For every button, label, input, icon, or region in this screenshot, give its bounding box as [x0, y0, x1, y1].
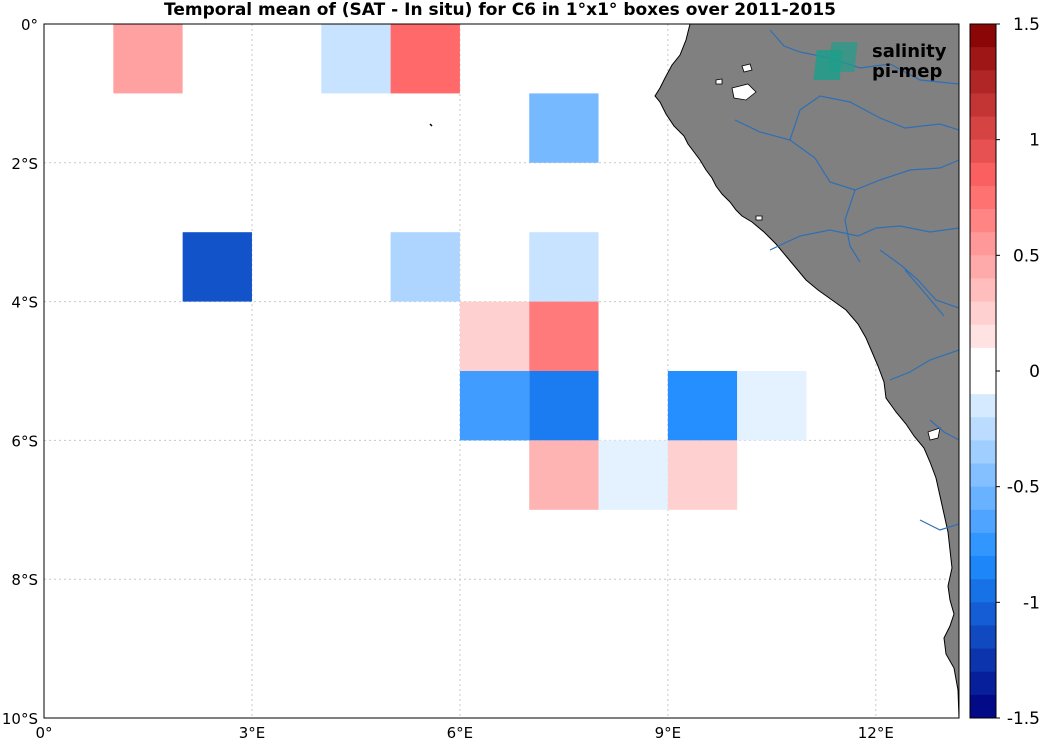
- africa-land: [654, 24, 959, 718]
- data-box: [459, 301, 530, 371]
- data-box: [529, 232, 599, 302]
- data-box: [529, 301, 599, 371]
- lat-tick-label: 2°S: [11, 155, 38, 173]
- data-box: [737, 371, 807, 441]
- data-box: [459, 371, 530, 441]
- data-box: [390, 24, 460, 94]
- lon-tick-label: 6°E: [447, 724, 474, 740]
- lat-tick-label: 10°S: [2, 710, 38, 728]
- data-box: [182, 232, 252, 302]
- data-box: [529, 440, 599, 510]
- data-boxes: [113, 24, 807, 510]
- coastal-islands: [715, 63, 941, 441]
- data-box: [529, 371, 599, 441]
- lat-tick-label: 8°S: [11, 571, 38, 589]
- lat-tick-label: 4°S: [11, 294, 38, 312]
- data-box: [113, 24, 183, 94]
- data-box: [529, 93, 599, 163]
- data-box: [667, 371, 738, 441]
- lon-tick-label: 0°: [35, 724, 52, 740]
- data-box: [667, 440, 738, 510]
- logo-text-line1: salinity: [872, 41, 947, 62]
- data-box: [321, 24, 391, 94]
- river-network: [734, 29, 959, 531]
- logo-text-line2: pi-mep: [872, 61, 942, 82]
- lon-tick-label: 3°E: [239, 724, 266, 740]
- data-box: [390, 232, 460, 302]
- plot-frame: [43, 23, 960, 719]
- salinity-logo: salinity pi-mep: [813, 41, 947, 82]
- data-box: [598, 440, 668, 510]
- small-island: [429, 123, 433, 127]
- lon-tick-label: 9°E: [655, 724, 682, 740]
- lat-tick-label: 0°: [21, 16, 38, 34]
- axis-tick-labels: 0° 3°E 6°E 9°E 12°E 0° 2°S 4°S 6°S 8°S 10°S: [2, 16, 894, 740]
- lat-tick-label: 6°S: [11, 432, 38, 450]
- lon-tick-label: 12°E: [858, 724, 894, 740]
- map-title: Temporal mean of (SAT - In situ) for C6 …: [164, 0, 836, 20]
